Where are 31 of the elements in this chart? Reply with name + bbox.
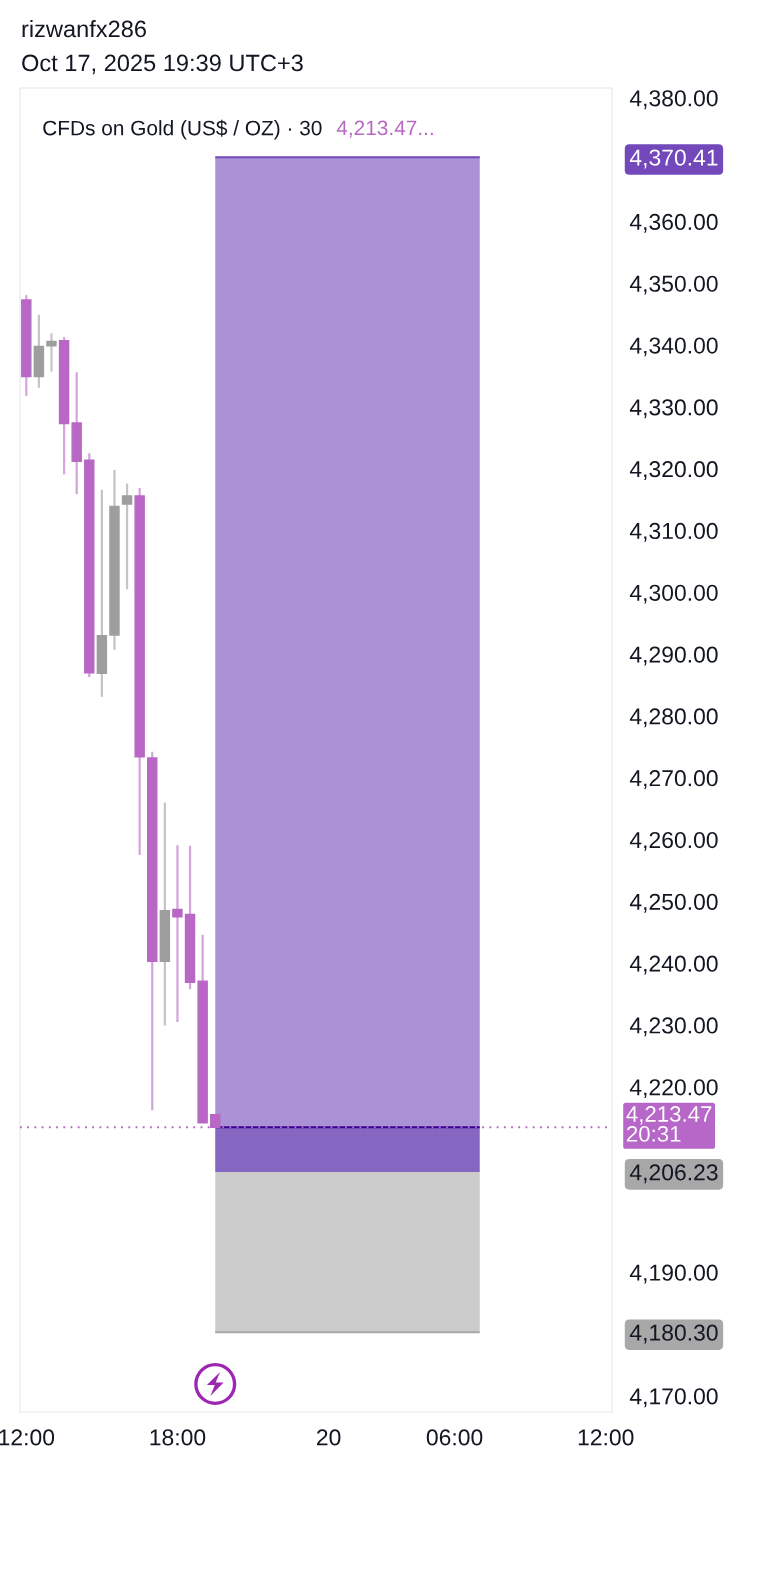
- x-tick-label: 06:00: [426, 1429, 483, 1446]
- y-tick-label: 4,330.00: [629, 399, 718, 419]
- y-tick-label: 4,206.23: [629, 1164, 718, 1184]
- y-tick-label: 4,350.00: [629, 275, 718, 295]
- y-tick-label: 4,290.00: [629, 646, 718, 666]
- y-tick-label: 4,310.00: [629, 522, 718, 542]
- y-tick-label: 4,260.00: [629, 831, 718, 851]
- y-tick-label: 4,230.00: [629, 1017, 718, 1037]
- y-tick-label: 4,190.00: [629, 1264, 718, 1284]
- text: rizwanfx286: [22, 20, 146, 38]
- y-tick-label: 4,340.00: [629, 337, 718, 357]
- text: Oct 17, 2025 19:39 UTC+3: [22, 54, 303, 75]
- y-tick-label: 4,380.00: [629, 90, 718, 110]
- y-tick-label: 4,250.00: [629, 893, 718, 913]
- text: CFDs on Gold (US$ / OZ) · 30: [43, 119, 322, 140]
- text: 4,213.47...: [336, 120, 433, 138]
- y-tick-label: 4,320.00: [629, 461, 718, 480]
- x-tick-label: 18:00: [150, 1429, 206, 1446]
- y-tick-label: 4,360.00: [629, 213, 718, 233]
- y-tick-label: 4,220.00: [629, 1079, 718, 1099]
- y-tick-label: 4,280.00: [629, 708, 718, 728]
- y-tick-label: 4,300.00: [629, 584, 718, 604]
- x-tick-label: 20: [317, 1429, 341, 1446]
- y-tick-label: 4,180.30: [629, 1324, 718, 1344]
- y-tick-label: 4,370.41: [629, 149, 718, 169]
- y-tick-label: 4,240.00: [629, 955, 718, 975]
- x-tick-label: 12:00: [578, 1429, 634, 1446]
- x-tick-label: 12:00: [0, 1429, 55, 1446]
- ref-line-label: 4,213.47 20:31: [626, 1106, 712, 1142]
- y-tick-label: 4,170.00: [629, 1388, 718, 1408]
- y-tick-label: 4,270.00: [629, 770, 718, 790]
